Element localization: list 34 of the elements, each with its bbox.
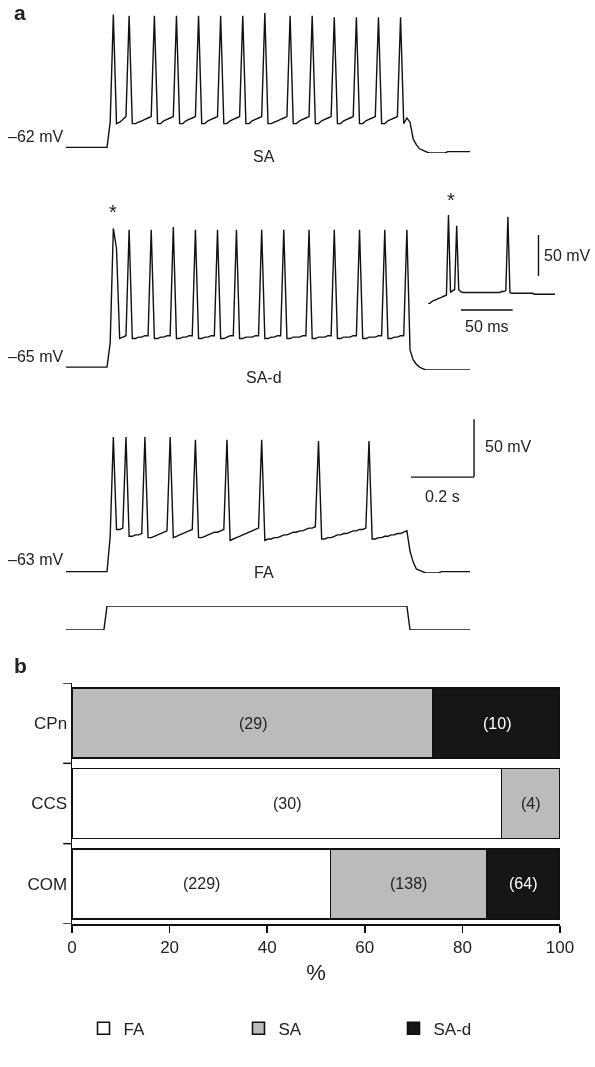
annotation: (4) <box>521 795 541 812</box>
legend-label: SA-d <box>433 1019 472 1039</box>
y-tick-label: COM <box>27 874 68 894</box>
text: –62 mV <box>8 128 64 145</box>
text: b <box>14 654 27 677</box>
annotation: (29) <box>239 715 268 732</box>
annotation: (138) <box>390 875 428 892</box>
text: –63 mV <box>8 551 64 568</box>
annotation: (229) <box>183 875 221 892</box>
annotation: FA <box>254 564 274 581</box>
x-tick-label: 40 <box>257 937 277 957</box>
text: * <box>447 189 455 211</box>
annotation: 50 ms <box>465 318 509 335</box>
x-tick-label: 60 <box>355 937 375 957</box>
x-tick-label: 0 <box>67 937 77 957</box>
annotation: (10) <box>483 715 512 732</box>
text: 50 mV <box>485 438 532 455</box>
text: * <box>109 201 117 223</box>
annotation: (64) <box>509 875 538 892</box>
legend-label: FA <box>123 1019 145 1039</box>
x-axis-title: % <box>306 959 326 985</box>
x-tick-label: 80 <box>452 937 472 957</box>
annotation: SA-d <box>246 369 282 386</box>
annotation: (30) <box>273 795 302 812</box>
annotation: 0.2 s <box>425 488 460 505</box>
x-tick-label: 20 <box>160 937 180 957</box>
y-tick-label: CCS <box>31 794 68 814</box>
legend-label: SA <box>278 1019 302 1039</box>
x-tick-label: 100 <box>545 937 575 957</box>
text: –65 mV <box>8 348 64 365</box>
y-tick-label: CPn <box>34 714 68 734</box>
annotation: 50 mV <box>544 247 591 264</box>
text: a <box>14 1 26 24</box>
annotation: SA <box>253 148 275 165</box>
